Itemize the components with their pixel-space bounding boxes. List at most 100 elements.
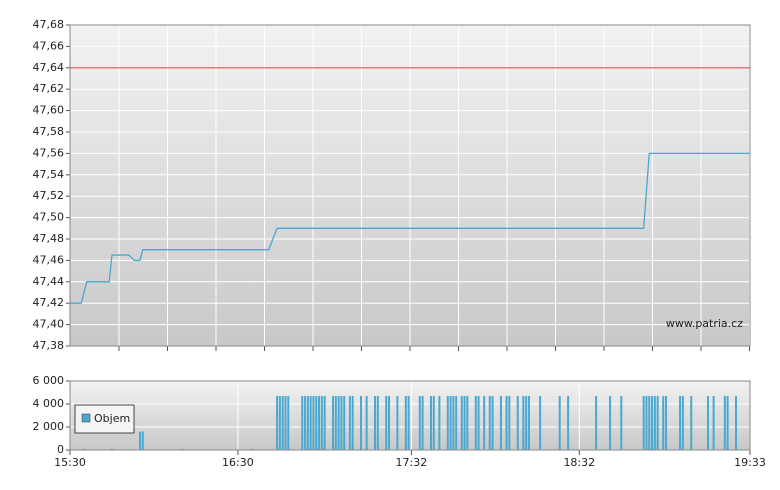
volume-bar — [707, 395, 710, 450]
volume-bar — [388, 395, 391, 450]
volume-bar — [609, 395, 612, 450]
y-tick-label: 47,54 — [33, 168, 65, 181]
volume-bar — [527, 395, 530, 450]
y-tick-label: 47,58 — [33, 125, 65, 138]
volume-bar — [360, 395, 363, 450]
volume-bar — [525, 395, 528, 450]
volume-bar — [348, 395, 351, 450]
volume-bar — [483, 395, 486, 450]
volume-bar — [449, 395, 452, 450]
volume-bar — [455, 395, 458, 450]
volume-bar — [284, 395, 287, 450]
plot-border — [69, 24, 751, 347]
y-tick-label: 0 — [57, 443, 64, 456]
volume-bar — [301, 395, 304, 450]
y-tick-label: 47,46 — [33, 253, 65, 266]
volume-bar — [735, 395, 738, 450]
volume-bar — [404, 395, 407, 450]
x-tick-label: 18:32 — [563, 456, 595, 469]
volume-bar — [446, 395, 449, 450]
volume-bar — [452, 395, 455, 450]
volume-bar — [82, 448, 85, 450]
volume-bar — [312, 395, 315, 450]
volume-bar — [491, 395, 494, 450]
volume-bar — [138, 431, 141, 450]
volume-bar — [334, 395, 337, 450]
volume-bar — [340, 395, 343, 450]
y-tick-label: 47,56 — [33, 146, 65, 159]
volume-bar — [567, 395, 570, 450]
x-tick-label: 15:30 — [54, 456, 86, 469]
volume-bar — [385, 395, 388, 450]
volume-bar — [505, 395, 508, 450]
volume-bar — [651, 395, 654, 450]
volume-bar — [653, 395, 656, 450]
volume-bar — [407, 395, 410, 450]
volume-bar — [558, 395, 561, 450]
y-tick-label: 47,68 — [33, 18, 65, 31]
volume-bar — [180, 448, 183, 450]
y-tick-label: 47,52 — [33, 189, 65, 202]
y-tick-label: 47,62 — [33, 82, 65, 95]
volume-bar — [648, 395, 651, 450]
volume-bar — [309, 395, 312, 450]
volume-bar — [287, 395, 290, 450]
volume-bar — [681, 395, 684, 450]
volume-bar — [522, 395, 525, 450]
volume-bar — [376, 395, 379, 450]
volume-bar — [281, 395, 284, 450]
x-tick-label: 19:33 — [734, 456, 766, 469]
volume-bar — [110, 448, 113, 450]
y-tick-label: 47,66 — [33, 39, 65, 52]
volume-bar — [508, 395, 511, 450]
volume-bar — [278, 395, 281, 450]
volume-bar — [374, 395, 377, 450]
price-line — [70, 152, 750, 304]
volume-bar — [432, 395, 435, 450]
volume-bar — [488, 395, 491, 450]
volume-bar — [460, 395, 463, 450]
volume-bar — [418, 395, 421, 450]
volume-bar — [315, 395, 318, 450]
y-tick-label: 4 000 — [33, 397, 65, 410]
volume-bar — [365, 395, 368, 450]
y-tick-label: 47,44 — [33, 275, 65, 288]
volume-bar — [466, 395, 469, 450]
volume-bar — [463, 395, 466, 450]
y-tick-label: 47,64 — [33, 61, 65, 74]
volume-bar — [516, 395, 519, 450]
volume-bar — [620, 395, 623, 450]
volume-bar — [276, 395, 279, 450]
y-tick-label: 47,42 — [33, 296, 65, 309]
volume-bar — [323, 395, 326, 450]
volume-bar — [438, 395, 441, 450]
volume-bar — [499, 395, 502, 450]
volume-bar — [662, 395, 665, 450]
volume-bar — [318, 395, 321, 450]
volume-bar — [595, 395, 598, 450]
y-tick-label: 6 000 — [33, 374, 65, 387]
volume-bar — [474, 395, 477, 450]
volume-bar — [343, 395, 346, 450]
x-tick-label: 16:30 — [222, 456, 254, 469]
volume-bar — [141, 431, 144, 450]
volume-bar — [642, 395, 645, 450]
volume-bar — [250, 448, 253, 450]
volume-bar — [723, 395, 726, 450]
volume-bar — [304, 395, 307, 450]
volume-bar — [320, 395, 323, 450]
volume-bar — [477, 395, 480, 450]
y-tick-label: 47,48 — [33, 232, 65, 245]
volume-bar — [712, 395, 715, 450]
legend-label: Objem — [94, 412, 130, 425]
y-tick-label: 47,40 — [33, 318, 65, 331]
volume-bar — [306, 395, 309, 450]
volume-bar — [539, 395, 542, 450]
volume-bar — [690, 395, 693, 450]
volume-bar — [332, 395, 335, 450]
watermark: www.patria.cz — [666, 317, 743, 330]
volume-bar — [645, 395, 648, 450]
y-tick-label: 47,50 — [33, 211, 65, 224]
volume-bar — [351, 395, 354, 450]
